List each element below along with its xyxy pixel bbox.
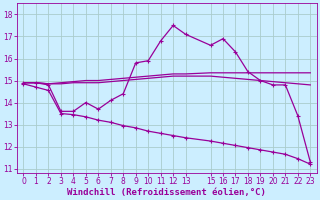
X-axis label: Windchill (Refroidissement éolien,°C): Windchill (Refroidissement éolien,°C) (68, 188, 266, 197)
